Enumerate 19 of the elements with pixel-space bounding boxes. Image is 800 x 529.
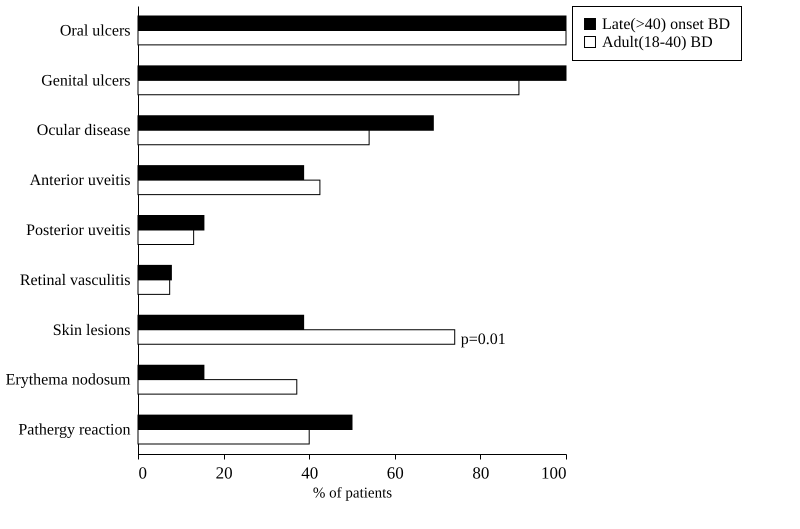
annotation: p=0.01 (460, 330, 506, 348)
x-tick-label: 100 (541, 464, 566, 482)
y-tick-label: Erythema nodosum (6, 372, 132, 389)
y-tick-label: Oral ulcers (60, 22, 130, 40)
x-tick-label: 20 (216, 464, 233, 482)
legend-label: Late(>40) onset BD (602, 16, 730, 33)
y-tick-label: Anterior uveitis (30, 172, 130, 190)
legend-label: Adult(18-40) BD (602, 34, 713, 51)
x-axis-title: % of patients (312, 486, 392, 502)
y-tick-label: Ocular disease (36, 122, 130, 140)
y-tick-label: Genital ulcers (41, 72, 130, 90)
y-tick-label: Skin lesions (52, 322, 130, 339)
x-tick-label: 0 (138, 464, 147, 482)
x-tick-label: 40 (301, 464, 318, 482)
y-tick-label: Retinal vasculitis (20, 272, 130, 289)
y-tick-label: Posterior uveitis (26, 222, 130, 239)
x-tick-label: 80 (472, 464, 490, 482)
x-tick-label: 60 (386, 464, 404, 482)
y-tick-label: Pathergy reaction (18, 422, 130, 439)
